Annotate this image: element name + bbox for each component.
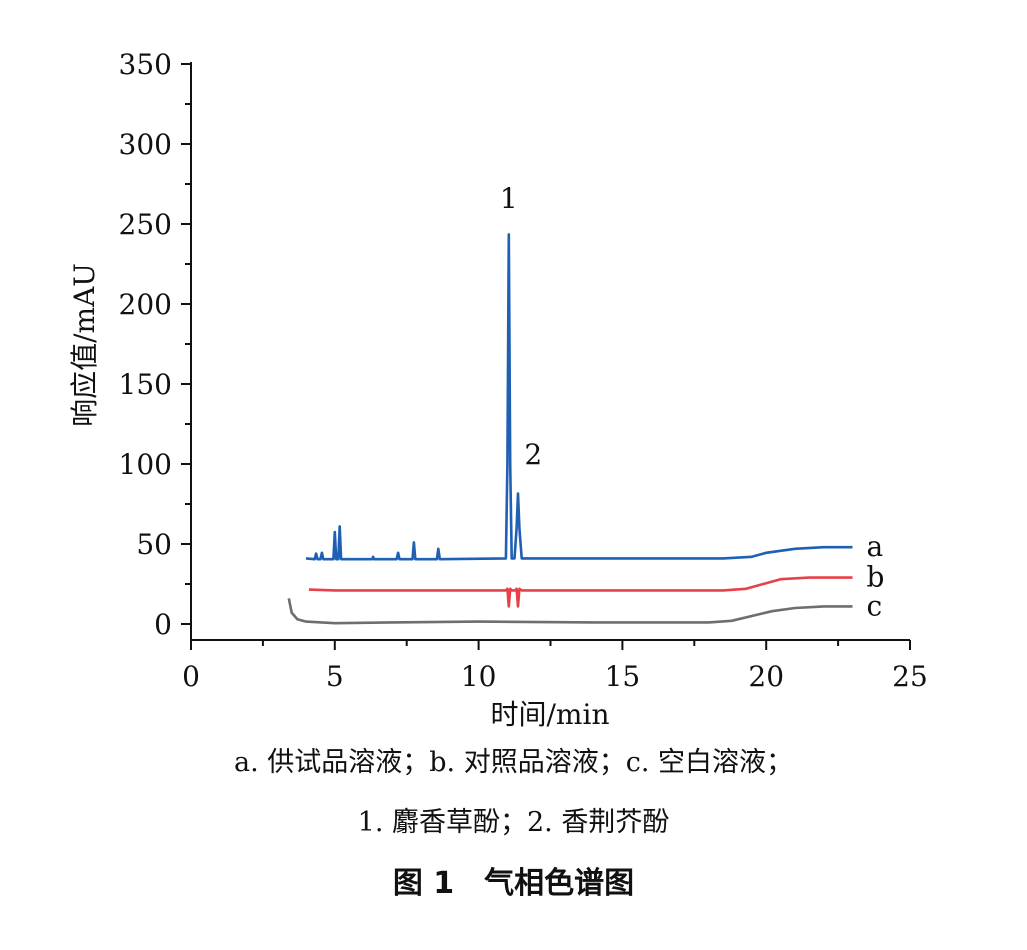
x-tick-label-25: 25 xyxy=(892,660,928,693)
legend-caption-line-2: 1. 麝香草酚；2. 香荆芥酚 xyxy=(357,807,670,838)
y-tick-label-250: 250 xyxy=(119,208,172,241)
series-label-c: c xyxy=(866,589,882,622)
x-axis-title: 时间/min xyxy=(491,698,610,731)
y-axis-title: 响应值/mAU xyxy=(68,263,101,427)
labels: abc 1 2 xyxy=(500,182,885,622)
series-label-b: b xyxy=(866,561,884,594)
y-tick-label-300: 300 xyxy=(119,128,172,161)
x-tick-label-20: 20 xyxy=(748,660,784,693)
series-label-a: a xyxy=(866,530,883,563)
peak-label-1: 1 xyxy=(500,182,518,215)
figure-title: 图 1 气相色谱图 xyxy=(392,866,635,901)
x-tick-label-15: 15 xyxy=(605,660,641,693)
x-tick-label-5: 5 xyxy=(326,660,344,693)
y-tick-label-200: 200 xyxy=(119,288,172,321)
traces xyxy=(287,233,853,625)
y-tick-label-0: 0 xyxy=(154,608,172,641)
peak-label-2: 2 xyxy=(524,438,542,471)
y-tick-label-100: 100 xyxy=(119,448,172,481)
y-tick-label-150: 150 xyxy=(119,368,172,401)
y-tick-label-350: 350 xyxy=(119,48,172,81)
axes xyxy=(190,62,910,641)
trace-b xyxy=(308,576,853,608)
legend-caption-line-1: a. 供试品溶液；b. 对照品溶液；c. 空白溶液； xyxy=(234,747,793,778)
trace-c xyxy=(287,598,853,625)
x-tick-label-0: 0 xyxy=(182,660,200,693)
x-tick-label-10: 10 xyxy=(461,660,497,693)
y-tick-label-50: 50 xyxy=(136,528,172,561)
trace-a xyxy=(305,233,853,561)
